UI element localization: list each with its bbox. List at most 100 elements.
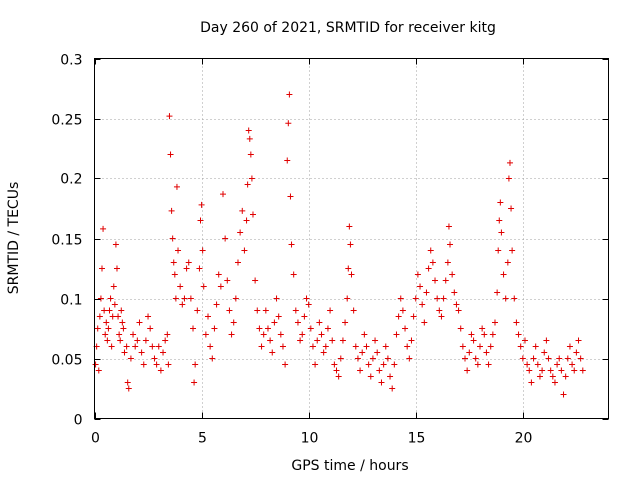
- data-point: [260, 331, 267, 338]
- data-point: [474, 361, 481, 368]
- data-point: [352, 343, 359, 350]
- data-point: [98, 265, 105, 272]
- data-point: [389, 385, 396, 392]
- data-point: [237, 229, 244, 236]
- data-point: [444, 259, 451, 266]
- data-point: [387, 373, 394, 380]
- data-point: [489, 331, 496, 338]
- data-point: [277, 331, 284, 338]
- data-point: [382, 343, 389, 350]
- y-tick-label: 0.2: [60, 172, 82, 188]
- data-point: [207, 343, 214, 350]
- data-point: [376, 367, 383, 374]
- data-point: [220, 191, 226, 198]
- data-point: [224, 277, 231, 284]
- data-point: [519, 355, 526, 362]
- data-point: [103, 319, 110, 326]
- data-point: [267, 337, 274, 344]
- data-point: [393, 331, 400, 338]
- data-point: [337, 355, 344, 362]
- data-point: [149, 343, 156, 350]
- data-point: [571, 367, 578, 374]
- data-point: [239, 207, 246, 214]
- data-point: [455, 307, 462, 314]
- data-point: [248, 175, 255, 182]
- data-point: [361, 331, 368, 338]
- data-point: [171, 271, 178, 278]
- data-point: [333, 367, 340, 374]
- data-point: [434, 295, 441, 302]
- data-point: [551, 379, 558, 386]
- data-point: [573, 349, 580, 356]
- x-tick-labels: 0 5 10 15 20: [91, 431, 532, 447]
- data-point: [185, 259, 192, 266]
- data-point: [194, 307, 201, 314]
- x-tick-label: 20: [515, 431, 533, 447]
- data-point: [104, 337, 111, 344]
- data-point: [372, 337, 379, 344]
- data-point: [429, 259, 436, 266]
- data-point: [247, 151, 254, 158]
- y-tick-label: 0.3: [60, 53, 82, 69]
- data-point: [363, 343, 370, 350]
- data-point: [196, 265, 203, 272]
- data-point: [472, 355, 479, 362]
- data-point: [399, 307, 406, 314]
- data-point: [244, 181, 251, 188]
- data-point: [264, 325, 271, 332]
- data-point: [521, 337, 528, 344]
- data-point: [410, 313, 417, 320]
- data-point: [369, 355, 376, 362]
- y-tick-label: 0.15: [51, 233, 82, 249]
- data-point: [344, 295, 351, 302]
- data-point: [566, 343, 573, 350]
- axis-ticks: [94, 58, 609, 420]
- data-point: [384, 355, 391, 362]
- data-point: [530, 355, 537, 362]
- data-point: [202, 331, 209, 338]
- data-point: [205, 313, 212, 320]
- data-point: [167, 151, 174, 158]
- data-point: [436, 307, 443, 314]
- data-point: [232, 295, 239, 302]
- data-point: [447, 241, 454, 248]
- data-point: [275, 313, 282, 320]
- data-point: [406, 355, 413, 362]
- data-point: [279, 343, 286, 350]
- data-point: [483, 349, 490, 356]
- data-point: [96, 313, 103, 320]
- plot-frame: [94, 58, 609, 419]
- data-point: [113, 265, 120, 272]
- data-point: [168, 207, 175, 214]
- data-point: [549, 373, 556, 380]
- data-point: [217, 283, 224, 290]
- data-point: [496, 217, 503, 224]
- data-point: [339, 337, 346, 344]
- data-point: [117, 337, 124, 344]
- data-point: [335, 373, 342, 380]
- data-point: [100, 225, 107, 232]
- data-point: [246, 135, 253, 142]
- data-point: [138, 349, 145, 356]
- data-point: [579, 367, 586, 374]
- data-point: [374, 349, 381, 356]
- data-point: [556, 355, 563, 362]
- data-point: [495, 247, 502, 254]
- data-point: [539, 367, 546, 374]
- x-tick-label: 5: [198, 431, 207, 447]
- data-point: [342, 319, 349, 326]
- data-point: [228, 331, 235, 338]
- data-point: [504, 259, 511, 266]
- data-point: [286, 91, 293, 98]
- data-point: [94, 325, 101, 332]
- data-point: [491, 319, 498, 326]
- data-point: [142, 337, 149, 344]
- data-point: [459, 343, 466, 350]
- data-point: [151, 355, 158, 362]
- data-point: [468, 331, 475, 338]
- data-point: [127, 355, 134, 362]
- data-point: [331, 361, 338, 368]
- data-point: [169, 235, 176, 242]
- data-point: [140, 361, 147, 368]
